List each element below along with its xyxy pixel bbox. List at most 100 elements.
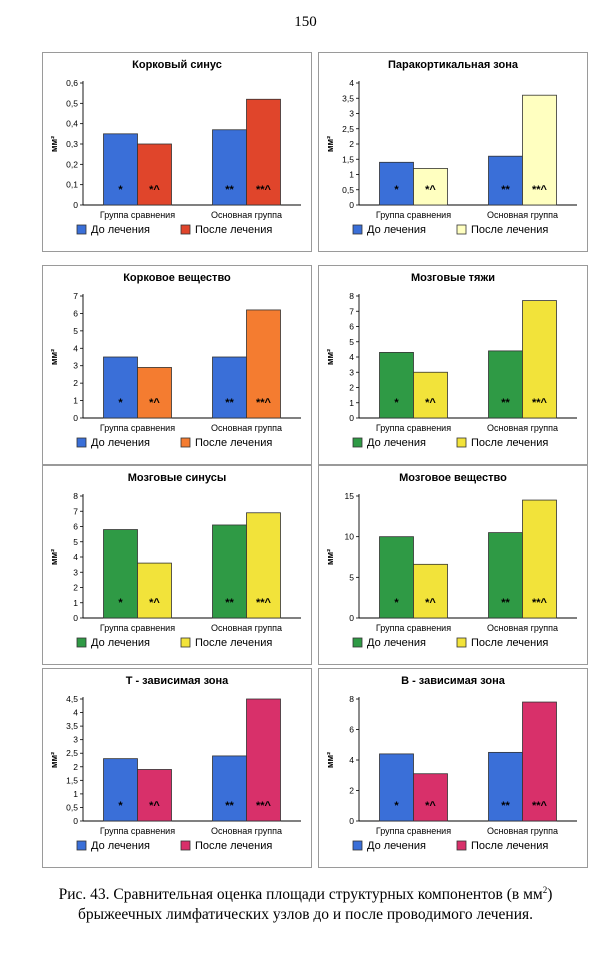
y-tick-label: 0: [349, 200, 354, 210]
bar-data-label: **: [225, 597, 234, 609]
chart-panel: Мозговые тяжи мм² 0 1 2 3 4 5 6 7 8 * *^ Группа сравн…: [318, 265, 588, 465]
legend-swatch: [352, 224, 363, 235]
y-tick-label: 2: [349, 139, 354, 149]
legend-label: После лечения: [471, 437, 548, 449]
y-tick-label: 10: [345, 532, 355, 542]
x-category-label: Группа сравнения: [376, 826, 451, 836]
chart-title: Мозговые синусы: [127, 472, 227, 484]
bar-data-label: *^: [425, 184, 436, 196]
y-tick-label: 0,5: [342, 185, 354, 195]
y-tick-label: 5: [349, 572, 354, 582]
bar-data-label: *^: [425, 597, 436, 609]
bar-data-label: **^: [256, 184, 272, 196]
y-tick-label: 7: [349, 306, 354, 316]
y-axis-label: мм²: [49, 349, 59, 365]
y-tick-label: 5: [349, 337, 354, 347]
y-tick-label: 7: [73, 506, 78, 516]
bar-data-label: *: [118, 397, 123, 409]
chart-title: Т - зависимая зона: [125, 675, 229, 687]
legend-label: До лечения: [91, 637, 150, 649]
legend-swatch: [180, 224, 191, 235]
caption-prefix: Рис. 43. Сравнительная оценка площади ст…: [58, 886, 543, 904]
bar-data-label: **^: [532, 184, 548, 196]
legend-swatch: [76, 224, 87, 235]
y-axis-label: мм²: [49, 549, 59, 565]
bar-data-label: *^: [149, 800, 160, 812]
chart-panel: Мозговое вещество мм² 0 5 10 15 * *^ Группа срав…: [318, 465, 588, 665]
x-category-label: Группа сравнения: [100, 623, 175, 633]
y-tick-label: 4: [349, 352, 354, 362]
y-tick-label: 2: [73, 583, 78, 593]
y-tick-label: 8: [349, 291, 354, 301]
bar-data-label: *: [394, 397, 399, 409]
y-tick-label: 0: [349, 613, 354, 623]
bar: [137, 367, 172, 419]
y-tick-label: 0: [349, 816, 354, 826]
y-tick-label: 4: [349, 755, 354, 765]
chart-title: В - зависимая зона: [401, 675, 505, 687]
legend-label: До лечения: [367, 437, 426, 449]
legend-label: До лечения: [91, 437, 150, 449]
y-tick-label: 6: [73, 308, 78, 318]
bar-data-label: **: [501, 597, 510, 609]
bar: [212, 755, 247, 822]
bar-data-label: *: [394, 597, 399, 609]
figure-caption: Рис. 43. Сравнительная оценка площади ст…: [40, 880, 571, 925]
bar: [246, 98, 281, 206]
y-tick-label: 0,3: [66, 139, 78, 149]
x-category-label: Основная группа: [487, 210, 558, 220]
bar-data-label: **: [225, 397, 234, 409]
bar-data-label: *: [118, 800, 123, 812]
y-tick-label: 0: [73, 413, 78, 423]
y-tick-label: 1: [73, 789, 78, 799]
legend-label: После лечения: [195, 437, 272, 449]
legend-label: После лечения: [471, 840, 548, 852]
x-category-label: Группа сравнения: [376, 423, 451, 433]
bar-data-label: **^: [532, 597, 548, 609]
bar: [246, 309, 281, 419]
legend-label: После лечения: [195, 840, 272, 852]
y-tick-label: 0,2: [66, 159, 78, 169]
bar-data-label: *: [118, 184, 123, 196]
legend-label: После лечения: [195, 637, 272, 649]
y-tick-label: 2: [73, 378, 78, 388]
y-tick-label: 2,5: [342, 124, 354, 134]
y-tick-label: 2: [73, 762, 78, 772]
bar: [137, 562, 172, 619]
bar: [246, 512, 281, 619]
bar-data-label: **: [501, 184, 510, 196]
y-tick-label: 6: [349, 322, 354, 332]
bar: [103, 133, 138, 206]
y-tick-label: 1: [349, 170, 354, 180]
y-tick-label: 4: [73, 708, 78, 718]
y-tick-label: 3: [73, 567, 78, 577]
x-category-label: Группа сравнения: [100, 826, 175, 836]
chart-title: Мозговые тяжи: [410, 272, 496, 284]
bar: [379, 536, 414, 619]
y-axis-label: мм²: [325, 752, 335, 768]
bar: [413, 371, 448, 419]
y-tick-label: 1: [73, 598, 78, 608]
legend-label: До лечения: [367, 224, 426, 236]
chart-title: Корковый синус: [132, 59, 222, 71]
y-tick-label: 5: [73, 326, 78, 336]
bar-data-label: *^: [149, 397, 160, 409]
chart-panel: Мозговые синусы мм² 0 1 2 3 4 5 6 7 8 * *^ Группа сра…: [42, 465, 312, 665]
y-axis-label: мм²: [325, 549, 335, 565]
x-category-label: Группа сравнения: [100, 423, 175, 433]
y-tick-label: 4: [73, 552, 78, 562]
legend-swatch: [180, 637, 191, 648]
x-category-label: Основная группа: [211, 423, 282, 433]
bar-data-label: *^: [425, 397, 436, 409]
y-tick-label: 0: [73, 816, 78, 826]
bar-data-label: **: [225, 800, 234, 812]
y-tick-label: 0,5: [66, 802, 78, 812]
y-tick-label: 0,5: [66, 98, 78, 108]
bar-data-label: *^: [149, 597, 160, 609]
x-category-label: Основная группа: [211, 210, 282, 220]
bar: [522, 701, 557, 822]
y-tick-label: 2: [349, 786, 354, 796]
